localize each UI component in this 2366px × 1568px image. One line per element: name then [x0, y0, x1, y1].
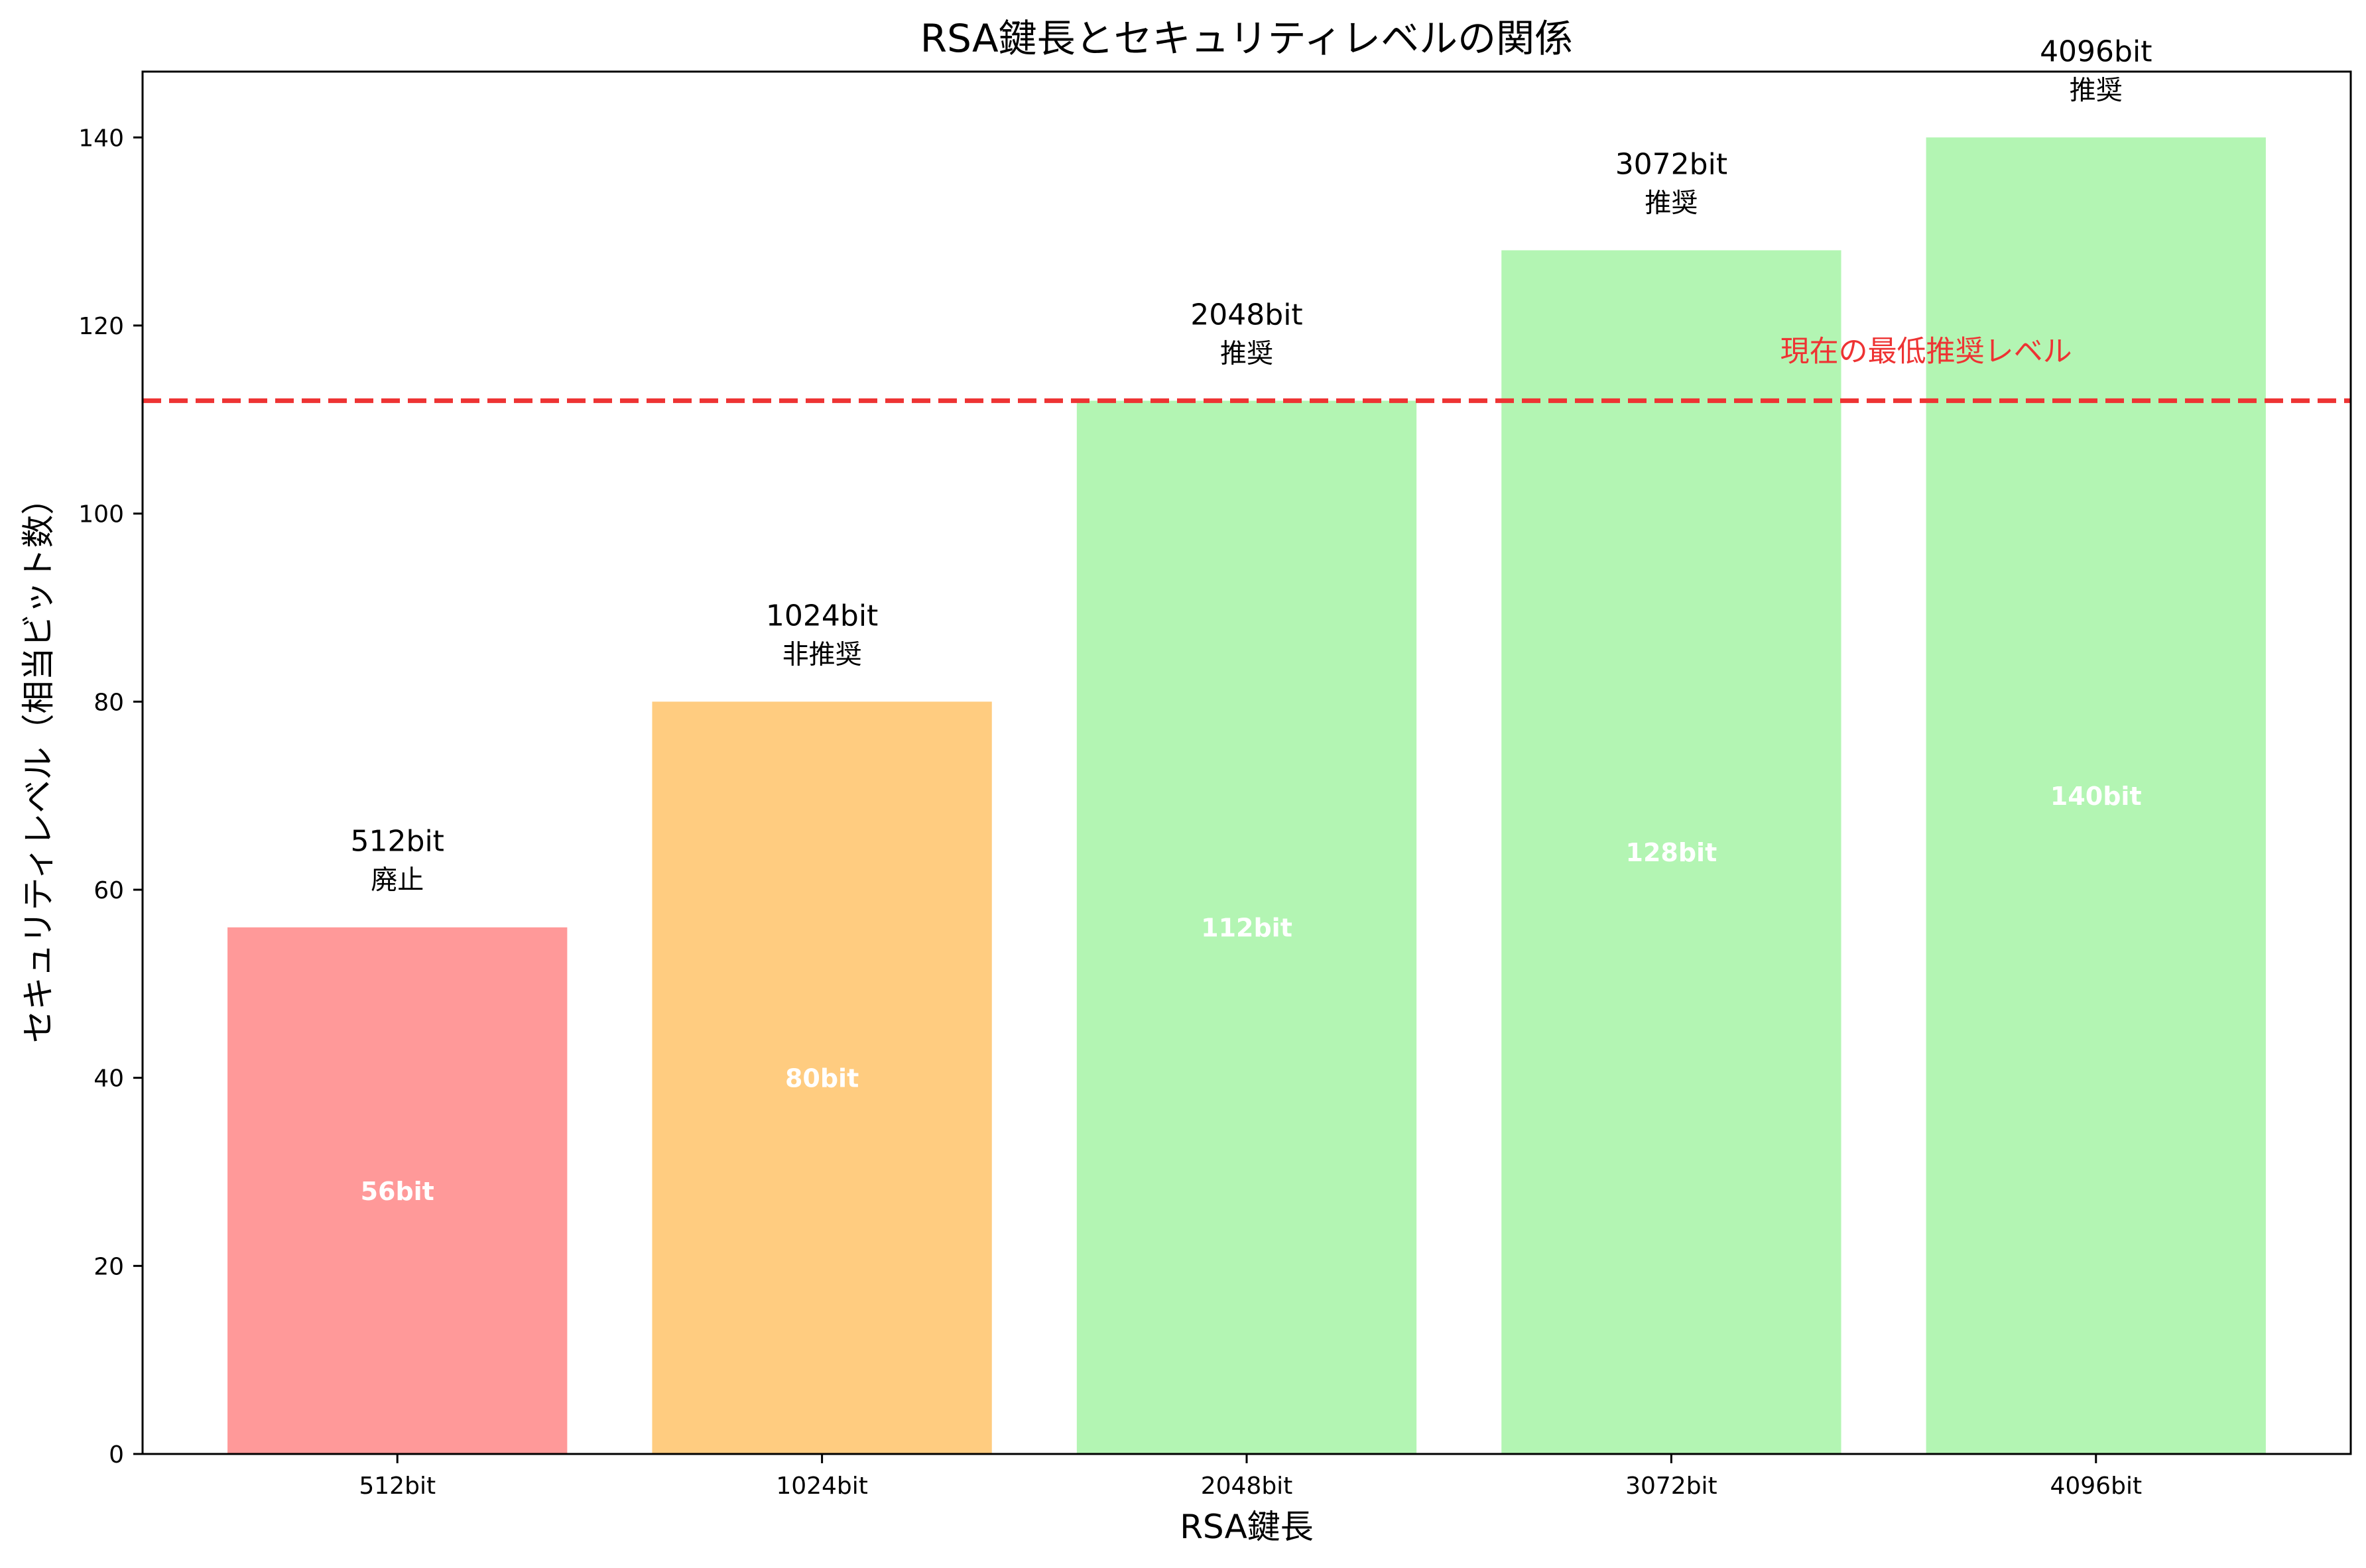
chart-title: RSA鍵長とセキュリティレベルの関係 — [920, 16, 1573, 61]
bar-top-label: 1024bit — [766, 599, 878, 633]
bar-status-label: 推奨 — [2070, 75, 2123, 105]
y-tick-label: 120 — [78, 313, 124, 340]
bar-3072bit — [1501, 250, 1841, 1455]
y-tick-label: 60 — [93, 877, 124, 904]
y-tick-label: 40 — [93, 1065, 124, 1093]
x-tick-label: 2048bit — [1201, 1473, 1293, 1500]
bar-top-label: 4096bit — [2040, 34, 2152, 68]
bar-1024bit — [652, 701, 992, 1454]
bar-2048bit — [1076, 400, 1417, 1454]
axes-group: 0 20 40 60 80 100 120 140 512bit 1024bit 2048bit 30… — [78, 70, 2352, 1500]
bar-status-label: 推奨 — [1645, 188, 1698, 218]
x-tick-label: 512bit — [359, 1473, 436, 1500]
bar-value-label: 80bit — [785, 1064, 859, 1093]
y-tick-label: 0 — [109, 1441, 124, 1469]
bar-value-label: 56bit — [361, 1177, 434, 1206]
bar-512bit — [227, 927, 568, 1454]
bar-value-label: 140bit — [2050, 782, 2142, 811]
bar-4096bit — [1926, 137, 2266, 1454]
bar-top-label: 3072bit — [1615, 147, 1727, 181]
bar-status-label: 推奨 — [1220, 338, 1273, 369]
bar-status-label: 非推奨 — [782, 639, 862, 670]
bar-top-label: 2048bit — [1190, 298, 1302, 332]
bar-value-label: 112bit — [1201, 914, 1292, 943]
bar-value-label: 128bit — [1626, 838, 1717, 867]
x-tick-label: 3072bit — [1625, 1473, 1717, 1500]
reference-line-label: 現在の最低推奨レベル — [1780, 334, 2072, 368]
reference-line-group: 現在の最低推奨レベル — [143, 334, 2351, 403]
y-tick-label: 100 — [78, 501, 124, 528]
x-axis-title: RSA鍵長 — [1180, 1508, 1314, 1546]
y-tick-label: 140 — [78, 125, 124, 152]
bars-group: 512bit 廃止 56bit 1024bit 非推奨 80bit 2048bit 推奨 112… — [227, 34, 2266, 1455]
bar-status-label: 廃止 — [371, 865, 424, 896]
y-tick-label: 20 — [93, 1253, 124, 1280]
x-tick-label: 1024bit — [776, 1473, 868, 1500]
y-axis-title: セキュリティレベル（相当ビット数） — [19, 482, 58, 1044]
bar-top-label: 512bit — [351, 825, 444, 859]
x-tick-label: 4096bit — [2050, 1473, 2142, 1500]
y-tick-label: 80 — [93, 689, 124, 716]
